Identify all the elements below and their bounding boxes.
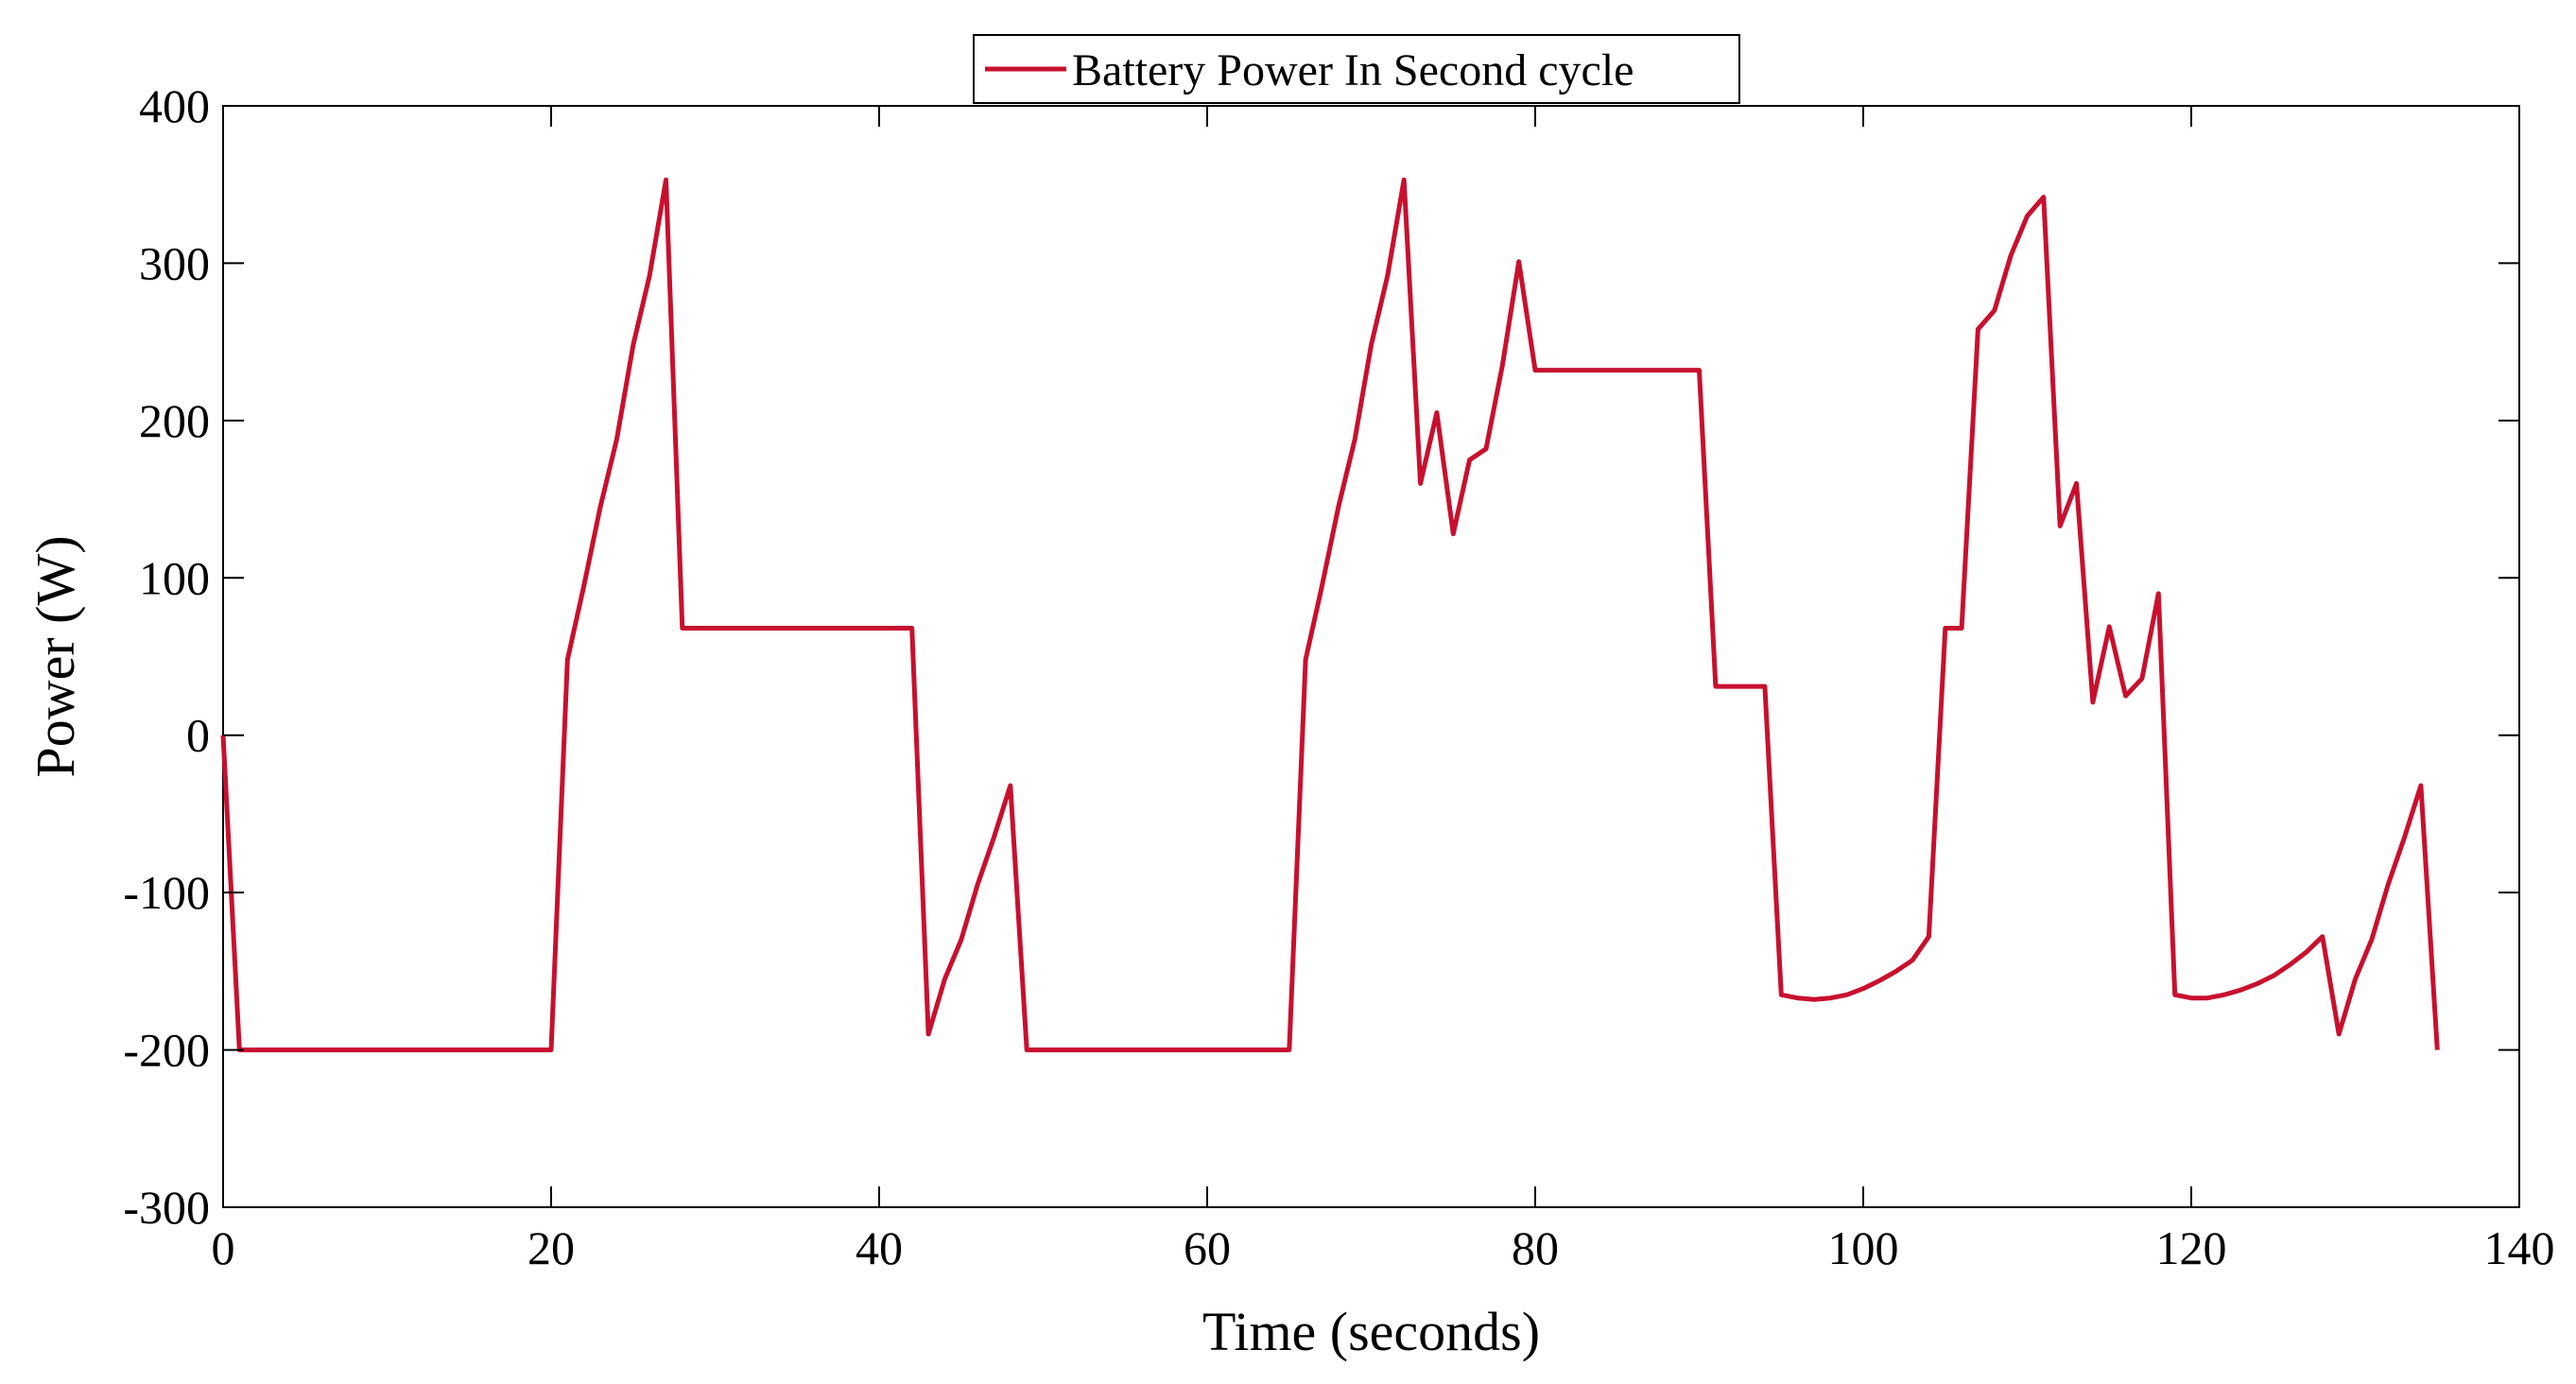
x-tick-label: 20 xyxy=(527,1221,575,1274)
x-tick-label: 40 xyxy=(856,1221,903,1274)
x-tick-label: 60 xyxy=(1184,1221,1231,1274)
y-axis-label: Power (W) xyxy=(25,535,86,777)
series-line-0 xyxy=(220,177,2440,1053)
y-tick-label: 300 xyxy=(139,236,210,289)
x-tick-label: 0 xyxy=(212,1221,235,1274)
x-tick-label: 100 xyxy=(1828,1221,1899,1274)
y-tick-label: -300 xyxy=(123,1181,210,1234)
x-axis: 0 20 40 60 80 100 120 140 xyxy=(212,106,2555,1274)
legend-box xyxy=(973,34,1740,104)
y-tick-label: 100 xyxy=(139,551,210,604)
y-tick-label: -200 xyxy=(123,1024,210,1077)
x-tick-label: 80 xyxy=(1512,1221,1559,1274)
plot-area xyxy=(220,105,2520,1208)
y-tick-label: 0 xyxy=(186,709,210,762)
y-tick-label: -100 xyxy=(123,866,210,919)
x-tick-label: 120 xyxy=(2156,1221,2227,1274)
plot-frame xyxy=(222,105,2520,1208)
y-axis: -300 -200 -100 0 100 200 300 400 xyxy=(123,79,2519,1234)
y-tick-label: 400 xyxy=(139,79,210,132)
y-tick-label: 200 xyxy=(139,394,210,447)
x-tick-label: 140 xyxy=(2484,1221,2555,1274)
legend: Battery Power In Second cycle xyxy=(973,34,1740,104)
x-axis-label: Time (seconds) xyxy=(1202,1301,1540,1362)
legend-label: Battery Power In Second cycle xyxy=(1072,45,1634,95)
